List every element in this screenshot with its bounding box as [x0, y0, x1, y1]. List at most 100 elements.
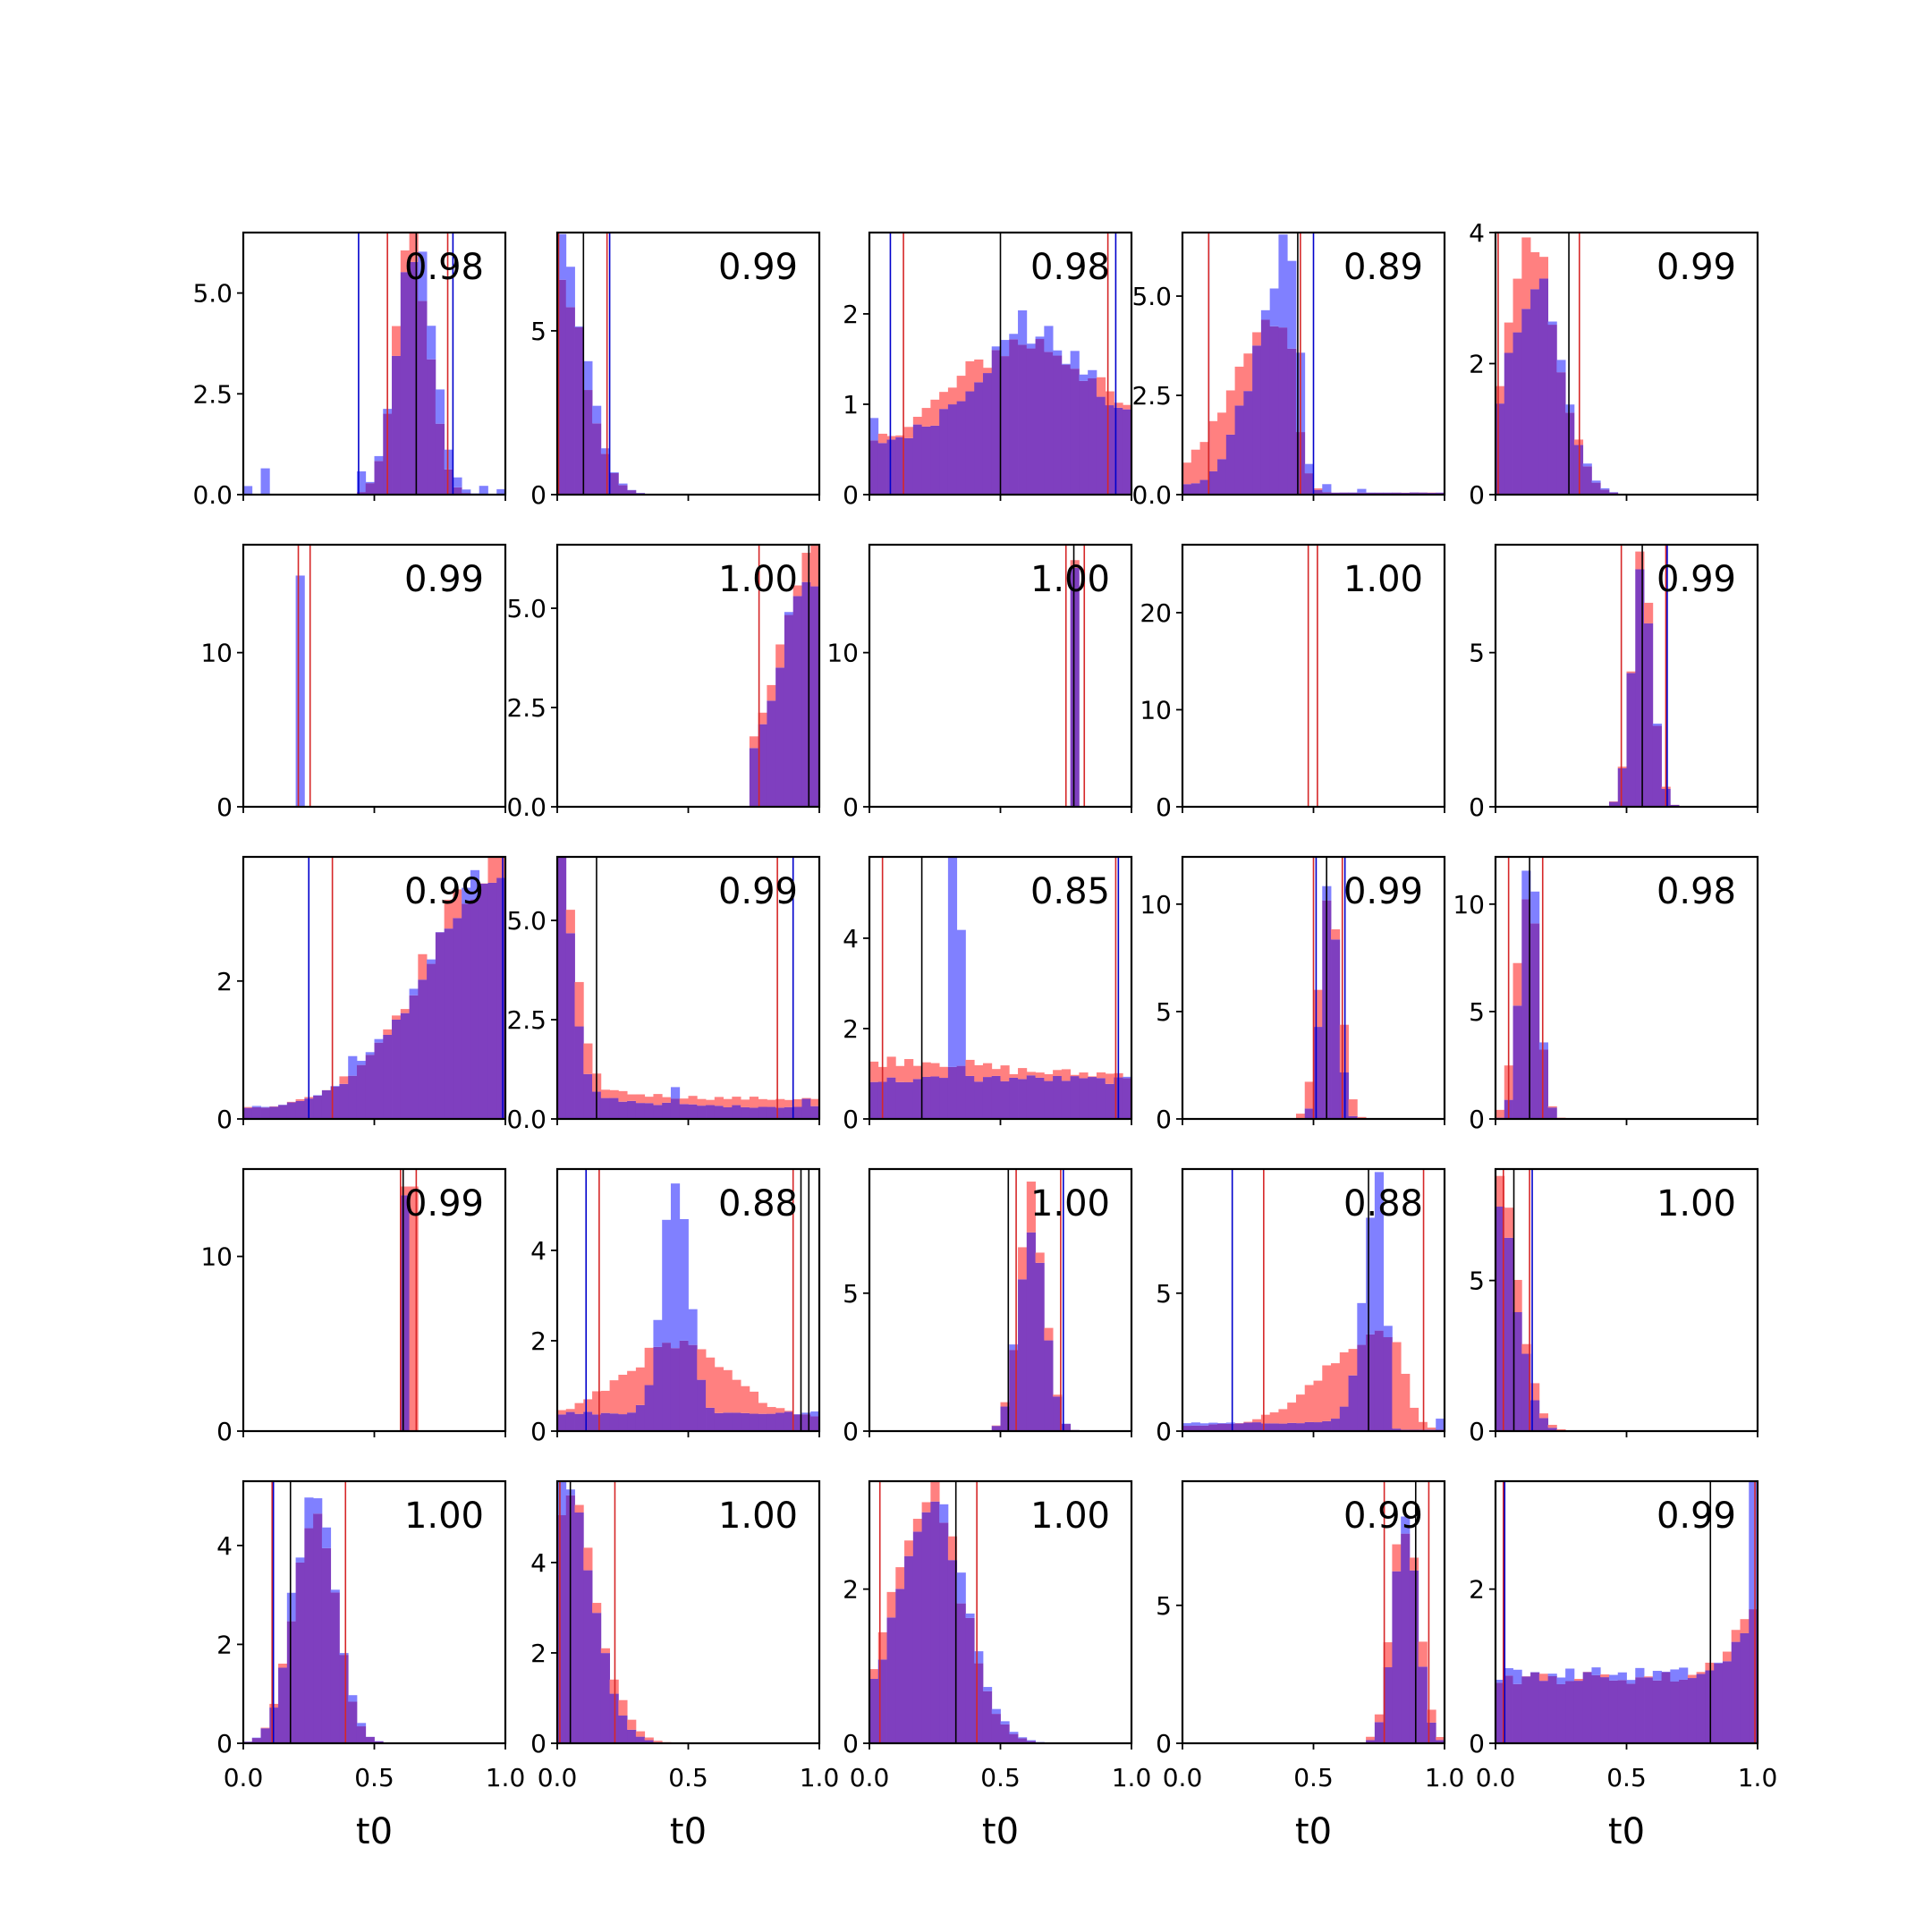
ytick-label: 10 [1140, 890, 1172, 919]
hist-bar-red [1295, 1114, 1306, 1119]
panel-r5-c3: 0 2 0.0 0.5 1.0 1.00 t0 [843, 1479, 1151, 1852]
hist-bar-overlap [1287, 1422, 1297, 1431]
hist-bar-overlap [947, 1560, 958, 1743]
hist-bar-overlap [1304, 473, 1314, 495]
panel-score-label: 0.99 [404, 559, 484, 600]
hist-bar-red [904, 427, 914, 438]
hist-bar-red [627, 1370, 637, 1413]
panel-r4-c5: 051.00 [1469, 1167, 1759, 1446]
hist-bar-overlap [1182, 484, 1192, 495]
hist-bar-overlap [1191, 483, 1200, 495]
hist-bar-overlap [1123, 409, 1132, 495]
hist-bar-overlap [912, 1079, 922, 1119]
panel-score-label: 1.00 [718, 1496, 798, 1537]
hist-bar-red [1208, 420, 1218, 471]
hist-bar-red [930, 1063, 940, 1077]
hist-bar-red [697, 1098, 707, 1106]
panel-score-label: 0.98 [1030, 247, 1110, 288]
hist-bar-overlap [697, 1379, 707, 1431]
hist-bar-red [810, 1098, 820, 1106]
hist-bar-red [877, 1631, 887, 1660]
hist-bar-overlap [679, 1104, 689, 1119]
hist-bar-red [1079, 1072, 1089, 1079]
hist-bar-blue [339, 1653, 349, 1656]
hist-bar-overlap [784, 1411, 794, 1431]
xtick-label: 1.0 [1425, 1763, 1465, 1792]
hist-bar-blue [1679, 1667, 1689, 1680]
hist-bar-overlap [869, 440, 879, 495]
hist-bar-red [1521, 1343, 1531, 1354]
ytick-label: 2 [530, 1639, 547, 1668]
hist-bar-overlap [792, 596, 802, 807]
panel-r1-c1: 0.0 2.5 5.0 0.98 [192, 231, 507, 510]
xtick-label: 0.5 [668, 1763, 708, 1792]
hist-bar-overlap [1374, 1722, 1385, 1743]
hist-bar-red [732, 1379, 741, 1413]
hist-bar-blue [374, 455, 384, 462]
hist-bar-red [583, 1399, 593, 1412]
hist-bar-overlap [1348, 492, 1358, 495]
hist-bar-red [557, 1410, 567, 1415]
ytick-label: 2 [1469, 350, 1485, 379]
hist-bar-red [749, 1391, 759, 1414]
hist-bar-overlap [1331, 939, 1341, 1119]
ytick-label: 2 [843, 1014, 859, 1044]
hist-bar-overlap [574, 1413, 584, 1431]
ytick-label: 0 [843, 1729, 859, 1758]
hist-bar-overlap [462, 903, 471, 1119]
hist-bar-blue [453, 477, 462, 487]
x-axis-label: t0 [356, 1811, 393, 1852]
hist-bar-overlap [1565, 412, 1575, 495]
hist-bar-red [278, 1663, 288, 1668]
hist-bar-red [1295, 1394, 1306, 1424]
xtick-label: 1.0 [800, 1763, 840, 1792]
hist-bar-overlap [609, 1097, 619, 1119]
hist-bar-blue [609, 472, 619, 473]
hist-bar-red [749, 736, 759, 749]
hist-bar-red [627, 1094, 637, 1101]
hist-bar-overlap [1513, 1005, 1522, 1119]
hist-bar-red [1035, 1072, 1045, 1078]
hist-bar-overlap [453, 918, 462, 1119]
hist-bar-overlap [1070, 567, 1080, 807]
hist-bar-overlap [609, 472, 619, 495]
hist-bar-overlap [921, 1076, 931, 1119]
hist-bar-red [1191, 449, 1200, 484]
hist-bar-red [991, 1069, 1001, 1076]
ytick-label: 0 [1469, 1417, 1485, 1446]
hist-bar-overlap [1740, 1632, 1750, 1743]
hist-bar-blue [470, 869, 480, 900]
hist-bar-overlap [956, 1065, 966, 1119]
hist-bar-overlap [635, 1404, 646, 1431]
ytick-label: 0 [216, 1105, 233, 1134]
hist-bar-red [714, 1097, 724, 1106]
hist-bar-overlap [400, 272, 410, 495]
hist-bar-overlap [810, 586, 820, 807]
hist-bar-overlap [348, 1075, 358, 1119]
ytick-label: 10 [1140, 695, 1172, 724]
hist-bar-red [662, 1097, 672, 1103]
hist-bar-red [1409, 1407, 1419, 1430]
panel-r5-c1: 0 2 4 0.0 0.5 1.0 1.00 t0 [216, 1479, 526, 1852]
hist-bar-red [947, 1536, 958, 1561]
panel-r3-c4: 0 5 10 0.99 [1140, 855, 1446, 1134]
hist-bar-red [1731, 1630, 1741, 1642]
hist-bar-overlap [1530, 923, 1540, 1119]
hist-bar-blue [982, 1687, 993, 1691]
xtick-label: 1.0 [486, 1763, 526, 1792]
hist-bar-red [965, 1059, 975, 1076]
hist-bar-overlap [1401, 1533, 1411, 1743]
hist-bar-blue [670, 1183, 681, 1349]
hist-bar-blue [418, 251, 428, 301]
hist-bar-overlap [627, 1100, 637, 1119]
hist-bar-red [392, 1015, 402, 1020]
hist-bar-overlap [679, 1340, 689, 1431]
hist-bar-red [930, 1481, 940, 1502]
hist-bar-overlap [1538, 1681, 1548, 1743]
hist-bar-red [1556, 1428, 1566, 1431]
hist-bar-overlap [1366, 1334, 1376, 1431]
hist-bar-blue [1018, 1737, 1028, 1739]
hist-bar-overlap [767, 1413, 776, 1431]
ytick-label: 5 [1469, 639, 1485, 668]
hist-bar-red [758, 712, 767, 724]
